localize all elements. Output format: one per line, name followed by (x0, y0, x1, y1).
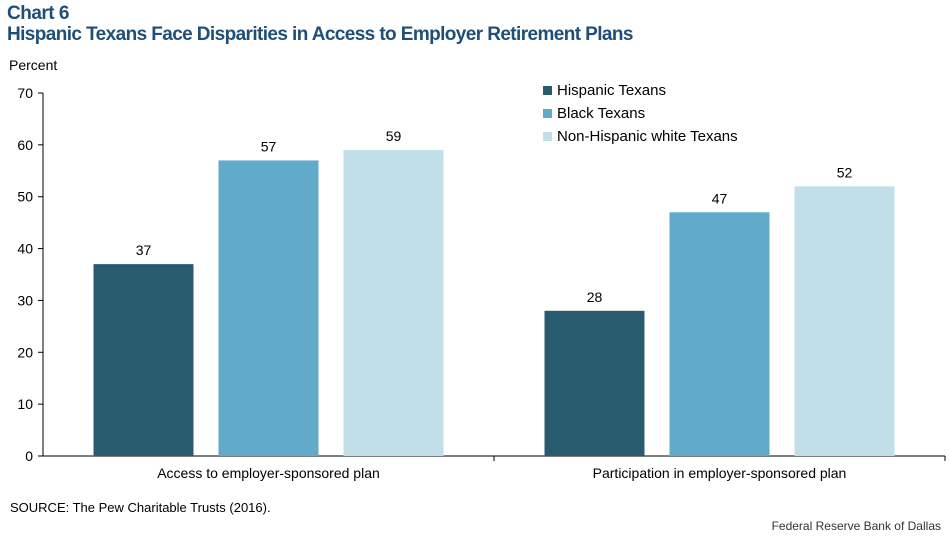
x-category-label: Participation in employer-sponsored plan (593, 465, 847, 481)
bar (544, 310, 645, 456)
legend-label: Black Texans (557, 105, 646, 122)
legend-swatch (543, 109, 552, 118)
y-tick-label: 0 (25, 448, 33, 464)
y-tick-label: 50 (17, 189, 33, 205)
legend-label: Non-Hispanic white Texans (557, 128, 738, 145)
x-category-label: Access to employer-sponsored plan (157, 465, 380, 481)
bar-value-label: 52 (837, 164, 853, 180)
y-tick-label: 30 (17, 292, 33, 308)
legend-label: Hispanic Texans (557, 82, 666, 99)
legend-swatch (543, 132, 552, 141)
legend: Hispanic Texans Black Texans Non-Hispani… (543, 79, 738, 148)
legend-swatch (543, 86, 552, 95)
bar-value-label: 57 (261, 138, 277, 154)
bar-value-label: 37 (136, 242, 152, 258)
chart-number: Chart 6 (7, 3, 69, 24)
y-tick-label: 40 (17, 241, 33, 257)
bar (669, 212, 770, 456)
y-tick-label: 60 (17, 137, 33, 153)
chart-title: Hispanic Texans Face Disparities in Acce… (7, 24, 633, 45)
source-note: SOURCE: The Pew Charitable Trusts (2016)… (10, 500, 271, 515)
y-axis-label: Percent (9, 57, 58, 73)
bar (93, 264, 194, 456)
bar (794, 186, 895, 457)
bar-value-label: 59 (386, 128, 402, 144)
y-tick-label: 10 (17, 396, 33, 412)
bar (343, 150, 444, 457)
bar-value-label: 47 (712, 190, 728, 206)
bar-value-label: 28 (587, 289, 603, 305)
y-tick-label: 70 (17, 85, 33, 101)
legend-item: Black Texans (543, 102, 738, 125)
legend-item: Hispanic Texans (543, 79, 738, 102)
credit-line: Federal Reserve Bank of Dallas (771, 519, 941, 533)
legend-item: Non-Hispanic white Texans (543, 125, 738, 148)
bar (218, 160, 319, 456)
y-tick-label: 20 (17, 344, 33, 360)
